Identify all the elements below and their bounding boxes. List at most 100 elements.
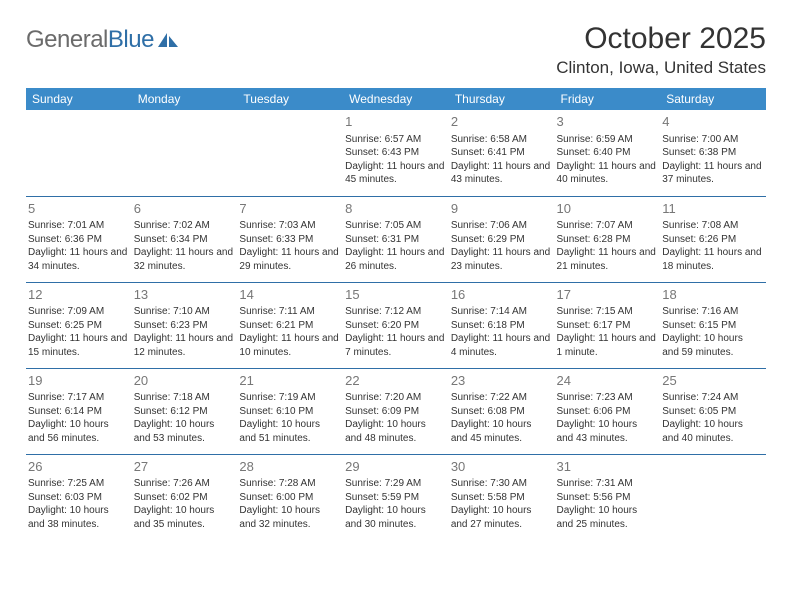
day-number: 22 [345,372,445,390]
weekday-header: Friday [555,88,661,110]
daylight-line: Daylight: 11 hours and 23 minutes. [451,246,551,273]
sunrise-line: Sunrise: 7:26 AM [134,477,234,491]
logo-text: GeneralBlue [26,26,154,54]
day-number: 16 [451,286,551,304]
day-number: 17 [557,286,657,304]
day-cell: 15Sunrise: 7:12 AMSunset: 6:20 PMDayligh… [343,282,449,368]
sunrise-line: Sunrise: 7:06 AM [451,219,551,233]
sunset-line: Sunset: 6:02 PM [134,491,234,505]
logo-word2: Blue [108,26,154,53]
sunrise-line: Sunrise: 7:31 AM [557,477,657,491]
day-number: 28 [239,458,339,476]
daylight-line: Daylight: 10 hours and 40 minutes. [662,418,762,445]
day-cell: 12Sunrise: 7:09 AMSunset: 6:25 PMDayligh… [26,282,132,368]
daylight-line: Daylight: 11 hours and 29 minutes. [239,246,339,273]
sunset-line: Sunset: 6:17 PM [557,319,657,333]
sunrise-line: Sunrise: 7:30 AM [451,477,551,491]
day-number: 3 [557,113,657,131]
daylight-line: Daylight: 10 hours and 48 minutes. [345,418,445,445]
sunset-line: Sunset: 6:43 PM [345,146,445,160]
sunset-line: Sunset: 6:23 PM [134,319,234,333]
sunrise-line: Sunrise: 7:03 AM [239,219,339,233]
daylight-line: Daylight: 11 hours and 4 minutes. [451,332,551,359]
day-number: 5 [28,200,128,218]
daylight-line: Daylight: 10 hours and 45 minutes. [451,418,551,445]
sunrise-line: Sunrise: 7:29 AM [345,477,445,491]
day-cell: 18Sunrise: 7:16 AMSunset: 6:15 PMDayligh… [660,282,766,368]
logo-word1: General [26,26,108,53]
day-cell: 2Sunrise: 6:58 AMSunset: 6:41 PMDaylight… [449,110,555,196]
daylight-line: Daylight: 11 hours and 21 minutes. [557,246,657,273]
daylight-line: Daylight: 10 hours and 59 minutes. [662,332,762,359]
day-cell: 10Sunrise: 7:07 AMSunset: 6:28 PMDayligh… [555,196,661,282]
daylight-line: Daylight: 10 hours and 53 minutes. [134,418,234,445]
sunrise-line: Sunrise: 7:08 AM [662,219,762,233]
day-cell: 31Sunrise: 7:31 AMSunset: 5:56 PMDayligh… [555,454,661,540]
sunset-line: Sunset: 6:31 PM [345,233,445,247]
sunset-line: Sunset: 6:08 PM [451,405,551,419]
weekday-header: Thursday [449,88,555,110]
day-cell: 20Sunrise: 7:18 AMSunset: 6:12 PMDayligh… [132,368,238,454]
sunrise-line: Sunrise: 7:00 AM [662,133,762,147]
day-cell: 26Sunrise: 7:25 AMSunset: 6:03 PMDayligh… [26,454,132,540]
sunset-line: Sunset: 6:38 PM [662,146,762,160]
day-cell: 25Sunrise: 7:24 AMSunset: 6:05 PMDayligh… [660,368,766,454]
weekday-header: Wednesday [343,88,449,110]
weekday-header: Tuesday [237,88,343,110]
day-cell: 6Sunrise: 7:02 AMSunset: 6:34 PMDaylight… [132,196,238,282]
calendar-body: 1Sunrise: 6:57 AMSunset: 6:43 PMDaylight… [26,110,766,540]
calendar-head: SundayMondayTuesdayWednesdayThursdayFrid… [26,88,766,110]
calendar-row: 19Sunrise: 7:17 AMSunset: 6:14 PMDayligh… [26,368,766,454]
day-cell: 11Sunrise: 7:08 AMSunset: 6:26 PMDayligh… [660,196,766,282]
day-number: 29 [345,458,445,476]
daylight-line: Daylight: 11 hours and 34 minutes. [28,246,128,273]
empty-cell [237,110,343,196]
sunrise-line: Sunrise: 7:07 AM [557,219,657,233]
daylight-line: Daylight: 11 hours and 18 minutes. [662,246,762,273]
day-number: 31 [557,458,657,476]
day-number: 13 [134,286,234,304]
daylight-line: Daylight: 10 hours and 35 minutes. [134,504,234,531]
daylight-line: Daylight: 11 hours and 37 minutes. [662,160,762,187]
day-number: 14 [239,286,339,304]
sunset-line: Sunset: 6:14 PM [28,405,128,419]
sunrise-line: Sunrise: 7:19 AM [239,391,339,405]
sunrise-line: Sunrise: 7:18 AM [134,391,234,405]
empty-cell [26,110,132,196]
logo: GeneralBlue [26,22,178,54]
sail-icon [158,33,178,47]
day-number: 27 [134,458,234,476]
day-cell: 3Sunrise: 6:59 AMSunset: 6:40 PMDaylight… [555,110,661,196]
day-cell: 1Sunrise: 6:57 AMSunset: 6:43 PMDaylight… [343,110,449,196]
sunset-line: Sunset: 6:25 PM [28,319,128,333]
daylight-line: Daylight: 10 hours and 27 minutes. [451,504,551,531]
sunrise-line: Sunrise: 7:16 AM [662,305,762,319]
daylight-line: Daylight: 10 hours and 56 minutes. [28,418,128,445]
title-block: October 2025 Clinton, Iowa, United State… [556,22,766,78]
day-number: 18 [662,286,762,304]
day-cell: 29Sunrise: 7:29 AMSunset: 5:59 PMDayligh… [343,454,449,540]
sunset-line: Sunset: 6:21 PM [239,319,339,333]
day-cell: 23Sunrise: 7:22 AMSunset: 6:08 PMDayligh… [449,368,555,454]
sunrise-line: Sunrise: 7:09 AM [28,305,128,319]
day-cell: 22Sunrise: 7:20 AMSunset: 6:09 PMDayligh… [343,368,449,454]
empty-cell [660,454,766,540]
daylight-line: Daylight: 10 hours and 51 minutes. [239,418,339,445]
sunset-line: Sunset: 6:28 PM [557,233,657,247]
weekday-header: Saturday [660,88,766,110]
daylight-line: Daylight: 11 hours and 7 minutes. [345,332,445,359]
day-number: 25 [662,372,762,390]
sunrise-line: Sunrise: 7:05 AM [345,219,445,233]
day-number: 19 [28,372,128,390]
day-number: 30 [451,458,551,476]
sunrise-line: Sunrise: 6:58 AM [451,133,551,147]
day-cell: 24Sunrise: 7:23 AMSunset: 6:06 PMDayligh… [555,368,661,454]
day-cell: 21Sunrise: 7:19 AMSunset: 6:10 PMDayligh… [237,368,343,454]
calendar-row: 1Sunrise: 6:57 AMSunset: 6:43 PMDaylight… [26,110,766,196]
sunset-line: Sunset: 6:05 PM [662,405,762,419]
page-header: GeneralBlue October 2025 Clinton, Iowa, … [26,22,766,78]
day-cell: 7Sunrise: 7:03 AMSunset: 6:33 PMDaylight… [237,196,343,282]
sunset-line: Sunset: 5:58 PM [451,491,551,505]
sunset-line: Sunset: 6:40 PM [557,146,657,160]
day-number: 2 [451,113,551,131]
